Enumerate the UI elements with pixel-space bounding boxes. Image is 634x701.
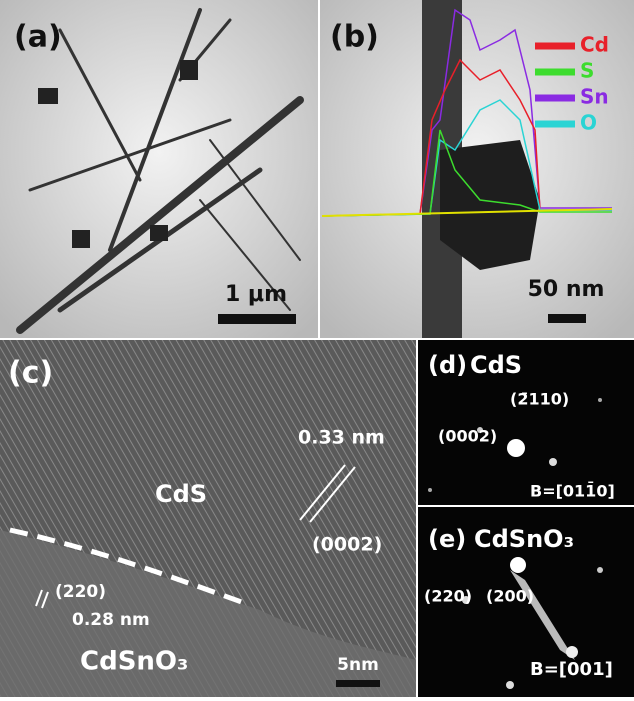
phase-label: CdSnO₃ [80,647,188,677]
scale-bar-label: 5nm [337,655,379,675]
plane-label: (220) [424,587,472,606]
panel-d: (d) CdS (2̄110) (0002) B=[011̄0] [418,340,634,505]
phase-label: CdS [155,480,207,508]
legend-label: S [580,59,594,83]
plane-label: (200) [486,587,534,606]
spacing-label: 0.33 nm [298,427,385,449]
scale-bar-label: 1 μm [225,282,287,307]
legend-label: Sn [580,85,609,109]
zone-axis: B=[011̄0] [530,481,615,501]
panel-title: CdS [470,351,522,379]
panel-label: (e) [428,525,466,553]
panel-title: CdSnO₃ [474,525,574,553]
scale-bar-label: 50 nm [528,277,605,302]
zone-label: (2̄110) [510,390,569,409]
legend-label: O [580,111,597,135]
panel-label: (d) [428,351,467,379]
panel-a: (a) 1 μm [0,0,318,338]
panel-c: (c) CdS 0.33 nm (0002) (220) 0.28 nm CdS… [0,340,416,697]
plane-label: (0002) [312,534,382,556]
panel-e: (e) CdSnO₃ (220) (200) B=[001] [418,507,634,697]
zone-label: (0002) [438,427,497,446]
panel-label: (b) [330,20,379,55]
zone-axis: B=[001] [530,659,613,680]
figure: (a) 1 μm (b) CdSSnO 50 nm (c) CdS 0.33 n… [0,0,634,697]
spacing-label: 0.28 nm [72,610,150,630]
legend-label: Cd [580,33,609,57]
plane-label: (220) [55,582,106,602]
panel-label: (c) [8,356,53,391]
panel-label: (a) [14,20,62,55]
